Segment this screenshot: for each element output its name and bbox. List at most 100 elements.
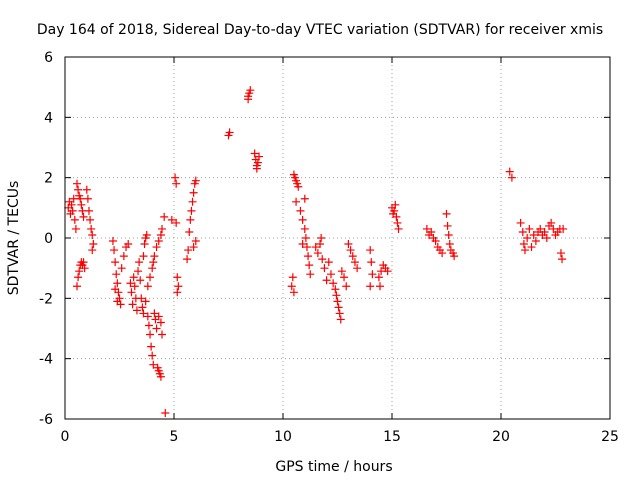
data-point <box>507 173 516 182</box>
data-point <box>244 95 253 104</box>
data-point <box>88 230 97 239</box>
data-point <box>77 200 86 209</box>
data-point <box>183 255 192 264</box>
data-point <box>376 282 385 291</box>
data-point <box>342 282 351 291</box>
data-point <box>374 273 383 282</box>
data-point <box>136 276 145 285</box>
data-point <box>67 200 76 209</box>
data-point <box>344 240 353 249</box>
chart-title: Day 164 of 2018, Sidereal Day-to-day VTE… <box>37 22 603 38</box>
data-point <box>188 197 197 206</box>
data-point <box>296 206 305 215</box>
data-point <box>311 243 320 252</box>
data-point <box>126 279 135 288</box>
data-point <box>444 230 453 239</box>
data-point <box>128 300 137 309</box>
data-point <box>316 240 325 249</box>
data-point <box>75 267 84 276</box>
data-point <box>558 255 567 264</box>
data-point <box>191 176 200 185</box>
x-tick-label: 10 <box>274 429 292 445</box>
data-point <box>255 152 264 161</box>
x-tick-label: 20 <box>492 429 510 445</box>
data-point <box>156 230 165 239</box>
data-point <box>288 273 297 282</box>
y-axis-label: SDTVAR / TECUs <box>6 181 22 296</box>
y-tick-label: 6 <box>44 50 53 66</box>
data-point <box>187 206 196 215</box>
data-point <box>366 282 375 291</box>
data-point <box>313 249 322 258</box>
data-point <box>383 267 392 276</box>
y-tick-label: 4 <box>44 110 53 126</box>
data-point <box>82 185 91 194</box>
y-tick-label: -4 <box>39 352 53 368</box>
data-point <box>336 315 345 324</box>
data-point <box>129 273 138 282</box>
data-point <box>149 258 158 267</box>
data-point <box>141 297 150 306</box>
data-point <box>536 224 545 233</box>
data-point <box>154 312 163 321</box>
data-point <box>83 194 92 203</box>
data-point <box>253 158 262 167</box>
data-point <box>135 258 144 267</box>
data-point <box>112 270 121 279</box>
data-point <box>301 234 310 242</box>
data-point <box>171 173 180 182</box>
data-point <box>427 227 436 236</box>
data-point <box>525 224 534 233</box>
data-point <box>348 252 357 261</box>
data-point <box>324 258 333 267</box>
data-point <box>529 230 538 239</box>
data-point <box>134 267 143 276</box>
data-point <box>138 303 147 312</box>
data-point <box>320 264 329 273</box>
data-point <box>516 218 525 227</box>
y-tick-label: -2 <box>39 291 53 307</box>
data-point <box>189 188 198 197</box>
data-point <box>144 321 153 330</box>
data-point <box>152 243 161 252</box>
data-point <box>142 230 151 239</box>
x-tick-label: 5 <box>170 429 179 445</box>
data-point <box>393 218 402 227</box>
data-point <box>289 288 298 297</box>
data-point <box>147 342 156 351</box>
data-point <box>84 206 93 215</box>
data-point <box>189 243 198 252</box>
data-point <box>442 209 451 218</box>
data-point <box>431 237 440 246</box>
x-tick-label: 15 <box>383 429 401 445</box>
data-point <box>139 309 148 318</box>
data-point <box>422 224 431 233</box>
data-point <box>326 270 335 279</box>
data-point <box>331 285 340 294</box>
data-point <box>158 224 167 233</box>
data-points <box>64 86 568 417</box>
data-point <box>113 297 122 306</box>
data-point <box>445 240 454 249</box>
data-point <box>117 264 126 273</box>
x-axis-label: GPS time / hours <box>275 459 392 475</box>
data-point <box>173 273 182 282</box>
data-point <box>86 215 95 224</box>
data-point <box>161 408 170 417</box>
data-point <box>172 218 181 227</box>
data-point <box>174 282 183 291</box>
data-point <box>556 249 565 258</box>
data-point <box>71 224 80 233</box>
plot-frame <box>64 56 611 420</box>
data-point <box>143 312 152 321</box>
data-point <box>443 221 452 230</box>
data-point <box>329 279 338 288</box>
data-point <box>74 273 83 282</box>
data-point <box>160 212 169 221</box>
data-point <box>173 288 182 297</box>
data-point <box>350 258 359 267</box>
data-point <box>154 237 163 246</box>
data-point <box>520 246 529 255</box>
data-point <box>137 294 146 303</box>
data-point <box>184 246 193 255</box>
